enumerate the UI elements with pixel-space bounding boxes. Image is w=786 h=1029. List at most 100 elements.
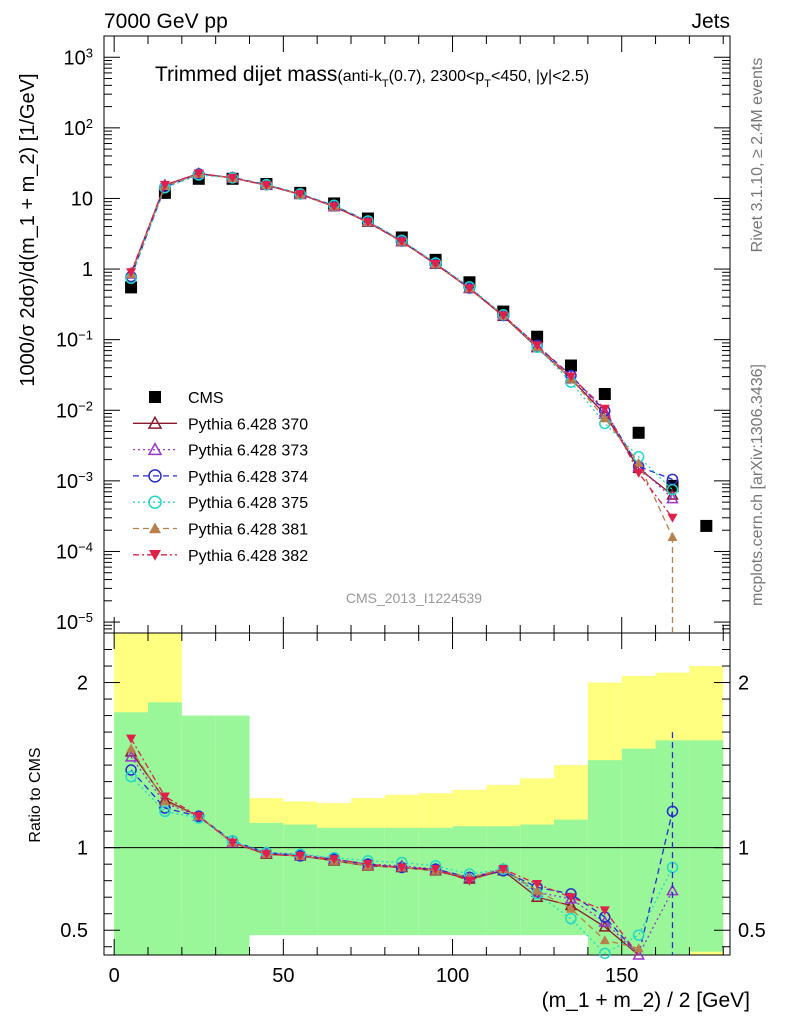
legend-item-3: Pythia 6.428 374 <box>133 469 308 486</box>
ratio-point-4-14 <box>599 947 611 960</box>
legend-marker-1 <box>147 415 163 429</box>
chart-title-main: Trimmed dijet mass <box>155 63 337 86</box>
ratio-series-line-3 <box>130 769 674 957</box>
band-inner-7 <box>351 827 385 936</box>
main-point-6-10 <box>464 284 475 294</box>
legend-label-3: Pythia 6.428 374 <box>188 469 308 486</box>
y-tick-base-1: 10 <box>64 118 86 140</box>
y-tick-base-8: 10 <box>56 612 78 634</box>
ratio-point-4-1 <box>159 805 171 818</box>
main-point-6-16 <box>667 513 678 523</box>
ratio-point-4-0 <box>125 770 137 783</box>
band-inner-2 <box>181 715 216 955</box>
ratio-point-2-0 <box>124 750 138 762</box>
header-left-label: 7000 GeV pp <box>104 10 228 33</box>
x-tick-label-3: 150 <box>605 965 638 987</box>
main-point-6-2 <box>193 169 204 179</box>
main-point-5-15 <box>633 457 644 467</box>
main-point-0-13 <box>564 359 577 372</box>
y-tick-label-decade-5: 10−2 <box>56 398 93 423</box>
main-point-4-16 <box>666 483 679 496</box>
title-sub-part-4: <450, |y|<2.5) <box>491 68 589 85</box>
y-tick-exp-6: −3 <box>78 468 93 483</box>
x-tick-label-2: 100 <box>436 965 469 987</box>
legend-marker-3 <box>148 469 162 483</box>
legend-marker-2 <box>147 442 163 456</box>
legend-item-1: Pythia 6.428 370 <box>133 415 308 433</box>
ratio-point-6-12 <box>532 879 543 889</box>
legend-label-4: Pythia 6.428 375 <box>188 495 308 512</box>
ratio-point-6-8 <box>396 863 407 873</box>
legend: CMS Pythia 6.428 370 Pythia 6.428 373 Pythi… <box>133 390 308 565</box>
ratio-point-6-7 <box>362 860 373 870</box>
x-tick-label-1: 50 <box>272 965 294 987</box>
ratio-tick-label-left-2: 0.5 <box>60 920 88 942</box>
chart-title: Trimmed dijet mass(anti-kT(0.7), 2300<pT… <box>155 63 589 90</box>
y-tick-exp-1: 2 <box>86 115 93 130</box>
main-point-6-4 <box>261 181 272 191</box>
ratio-point-4-13 <box>565 912 577 925</box>
main-point-6-11 <box>498 311 509 321</box>
y-tick-exp-4: −1 <box>78 327 93 342</box>
y-tick-exp-7: −4 <box>78 539 93 554</box>
ratio-point-6-9 <box>430 865 441 875</box>
legend-item-6: Pythia 6.428 382 <box>133 548 308 565</box>
band-inner-6 <box>317 827 352 936</box>
band-inner-12 <box>520 824 555 936</box>
ratio-point-5-13 <box>565 903 576 913</box>
main-point-6-1 <box>159 180 170 190</box>
band-inner-8 <box>384 827 419 936</box>
y-tick-base-6: 10 <box>56 471 78 493</box>
ratio-point-6-11 <box>498 865 509 875</box>
main-point-6-0 <box>126 268 137 278</box>
ratio-tick-label-right-1: 1 <box>738 838 749 860</box>
ratio-point-5-14 <box>599 935 610 945</box>
main-series <box>124 167 713 633</box>
ratio-point-6-5 <box>295 851 306 861</box>
band-inner-9 <box>418 827 453 936</box>
ratio-point-6-14 <box>599 906 610 916</box>
band-inner-13 <box>554 819 588 936</box>
title-sub-part-3: T <box>484 78 491 90</box>
rivet-side-label: Rivet 3.1.10, ≥ 2.4M events <box>749 58 766 253</box>
y-tick-label-1: 1 <box>82 259 93 281</box>
ratio-point-5-15 <box>633 943 644 953</box>
y-tick-label-decade-0: 103 <box>64 45 93 70</box>
main-point-2-16 <box>666 492 679 504</box>
ratio-frame <box>103 632 731 956</box>
y-tick-label-decade-1: 102 <box>64 115 93 140</box>
main-point-6-6 <box>329 202 340 212</box>
main-point-5-14 <box>599 413 610 423</box>
ratio-tick-label-right-2: 0.5 <box>738 920 766 942</box>
title-sub-part-0: (anti-k <box>337 68 382 85</box>
y-tick-base-5: 10 <box>56 400 78 422</box>
y-tick-base-4: 10 <box>56 330 78 352</box>
main-point-0-15 <box>632 426 645 439</box>
main-point-6-15 <box>633 468 644 478</box>
y-tick-label-10: 10 <box>71 188 93 210</box>
main-point-6-8 <box>396 237 407 247</box>
main-series-line-5 <box>130 173 674 538</box>
ratio-point-5-0 <box>126 743 137 753</box>
main-point-6-5 <box>295 190 306 200</box>
ratio-y-axis-label: Ratio to CMS <box>27 747 44 842</box>
ratio-point-6-13 <box>565 893 576 903</box>
main-series-6 <box>126 169 678 523</box>
legend-label-0: CMS <box>188 390 224 407</box>
y-tick-exp-0: 3 <box>86 45 93 60</box>
y-tick-label-decade-7: 10−4 <box>56 539 93 564</box>
title-sub-part-2: (0.7), 2300<p <box>389 68 485 85</box>
analysis-id: CMS_2013_I1224539 <box>346 590 482 606</box>
legend-label-6: Pythia 6.428 382 <box>188 548 308 565</box>
main-point-6-12 <box>532 341 543 351</box>
ratio-point-6-1 <box>159 792 170 802</box>
axis-ticks: 0 50 100 150 2 2 1 1 0.5 0.5 <box>60 35 766 987</box>
legend-item-5: Pythia 6.428 381 <box>133 522 308 539</box>
y-tick-base-7: 10 <box>56 541 78 563</box>
ratio-series-line-6 <box>130 738 640 956</box>
chart-title-sub: (anti-kT(0.7), 2300<pT<450, |y|<2.5) <box>337 68 589 90</box>
band-inner-15 <box>621 748 656 955</box>
ratio-point-6-3 <box>227 838 238 848</box>
y-tick-base-0: 10 <box>64 47 86 69</box>
